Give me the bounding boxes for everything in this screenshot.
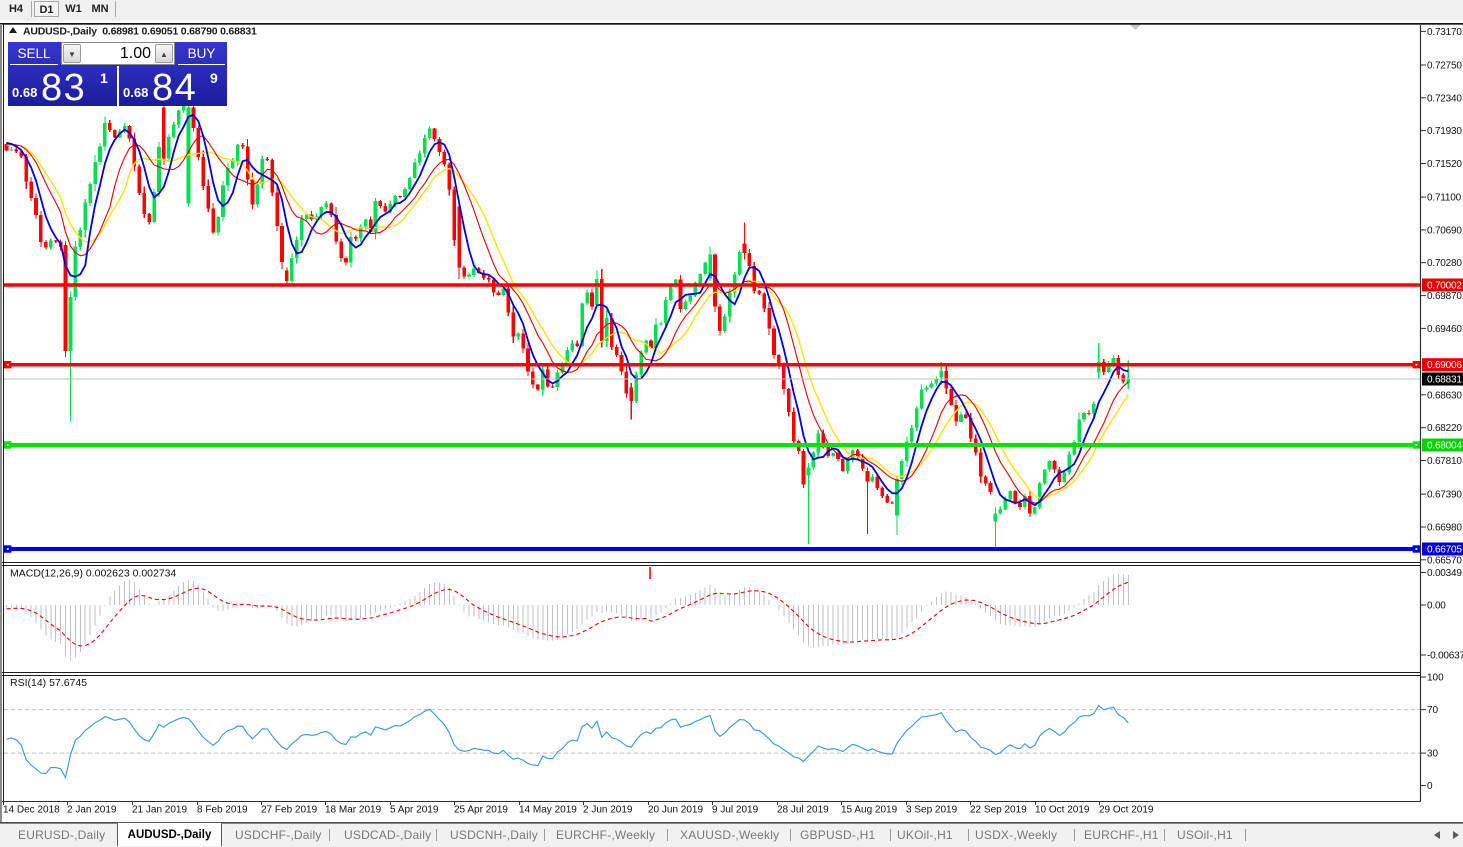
svg-text:0.00: 0.00 bbox=[1427, 601, 1446, 612]
svg-text:29 Oct 2019: 29 Oct 2019 bbox=[1099, 805, 1154, 816]
svg-text:18 Mar 2019: 18 Mar 2019 bbox=[325, 805, 382, 816]
svg-text:0.66570: 0.66570 bbox=[1427, 555, 1462, 566]
svg-text:0.72340: 0.72340 bbox=[1427, 93, 1462, 104]
svg-text:0.70280: 0.70280 bbox=[1427, 258, 1462, 269]
svg-text:8 Feb 2019: 8 Feb 2019 bbox=[197, 805, 248, 816]
svg-text:100: 100 bbox=[1427, 673, 1444, 684]
svg-text:70: 70 bbox=[1427, 705, 1439, 716]
svg-text:RSI(14) 57.6745: RSI(14) 57.6745 bbox=[10, 677, 87, 689]
svg-text:0.00349: 0.00349 bbox=[1427, 568, 1462, 579]
svg-text:0.69870: 0.69870 bbox=[1427, 291, 1462, 302]
svg-text:0.67810: 0.67810 bbox=[1427, 456, 1462, 467]
svg-text:0.70690: 0.70690 bbox=[1427, 225, 1462, 236]
svg-text:22 Sep 2019: 22 Sep 2019 bbox=[970, 805, 1027, 816]
svg-text:14 May 2019: 14 May 2019 bbox=[519, 805, 577, 816]
svg-text:9 Jul 2019: 9 Jul 2019 bbox=[712, 805, 759, 816]
svg-text:3 Sep 2019: 3 Sep 2019 bbox=[906, 805, 958, 816]
svg-text:0.69006: 0.69006 bbox=[1427, 360, 1462, 371]
svg-text:0.68630: 0.68630 bbox=[1427, 390, 1462, 401]
svg-text:28 Jul 2019: 28 Jul 2019 bbox=[777, 805, 829, 816]
svg-text:27 Feb 2019: 27 Feb 2019 bbox=[261, 805, 318, 816]
svg-text:0.71520: 0.71520 bbox=[1427, 159, 1462, 170]
svg-text:2 Jun 2019: 2 Jun 2019 bbox=[583, 805, 633, 816]
svg-text:0: 0 bbox=[1427, 781, 1433, 792]
svg-text:10 Oct 2019: 10 Oct 2019 bbox=[1035, 805, 1090, 816]
svg-text:0.69460: 0.69460 bbox=[1427, 324, 1462, 335]
svg-text:0.70002: 0.70002 bbox=[1427, 281, 1462, 292]
svg-text:0.71930: 0.71930 bbox=[1427, 126, 1462, 137]
svg-text:0.68831: 0.68831 bbox=[1427, 375, 1462, 386]
svg-text:0.71100: 0.71100 bbox=[1427, 193, 1462, 204]
svg-text:14 Dec 2018: 14 Dec 2018 bbox=[3, 805, 60, 816]
svg-text:5 Apr 2019: 5 Apr 2019 bbox=[390, 805, 439, 816]
svg-text:15 Aug 2019: 15 Aug 2019 bbox=[841, 805, 898, 816]
svg-text:AUDUSD-,Daily 0.68981 0.69051: AUDUSD-,Daily 0.68981 0.69051 0.68790 0.… bbox=[23, 26, 257, 38]
svg-text:30: 30 bbox=[1427, 749, 1439, 760]
svg-text:0.66705: 0.66705 bbox=[1427, 545, 1462, 556]
svg-text:2 Jan 2019: 2 Jan 2019 bbox=[67, 805, 117, 816]
svg-text:21 Jan 2019: 21 Jan 2019 bbox=[132, 805, 187, 816]
svg-text:0.67390: 0.67390 bbox=[1427, 490, 1462, 501]
svg-text:0.68220: 0.68220 bbox=[1427, 423, 1462, 434]
svg-text:0.68004: 0.68004 bbox=[1427, 441, 1462, 452]
svg-text:0.73170: 0.73170 bbox=[1427, 27, 1462, 38]
svg-text:25 Apr 2019: 25 Apr 2019 bbox=[454, 805, 508, 816]
svg-text:MACD(12,26,9) 0.002623 0.00273: MACD(12,26,9) 0.002623 0.002734 bbox=[10, 568, 177, 580]
svg-text:20 Jun 2019: 20 Jun 2019 bbox=[648, 805, 703, 816]
svg-text:-0.00637: -0.00637 bbox=[1427, 651, 1463, 662]
svg-text:0.66980: 0.66980 bbox=[1427, 523, 1462, 534]
svg-text:0.72750: 0.72750 bbox=[1427, 61, 1462, 72]
